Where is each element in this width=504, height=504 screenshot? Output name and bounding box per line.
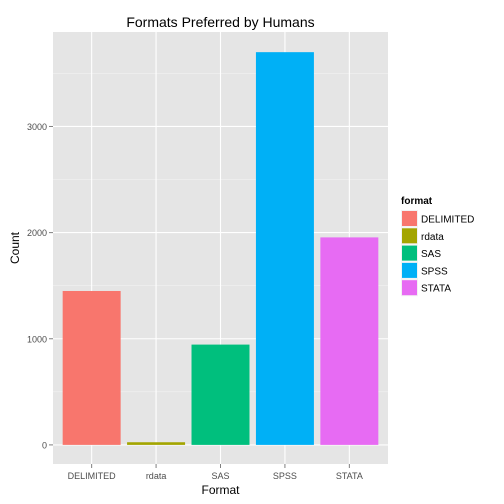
x-tick-label: STATA bbox=[336, 471, 363, 481]
x-axis-label: Format bbox=[201, 483, 240, 497]
legend-swatch bbox=[402, 245, 417, 261]
y-tick-label: 1000 bbox=[27, 334, 47, 344]
legend-label: SPSS bbox=[421, 266, 448, 277]
x-tick-label: SPSS bbox=[273, 471, 297, 481]
legend-swatch bbox=[402, 211, 417, 226]
legend-label: rdata bbox=[421, 232, 444, 243]
bars bbox=[62, 52, 379, 445]
y-tick-label: 0 bbox=[42, 440, 47, 450]
legend-label: DELIMITED bbox=[421, 215, 474, 226]
bar-stata bbox=[320, 237, 379, 445]
bar-spss bbox=[255, 52, 314, 445]
y-tick-label: 2000 bbox=[27, 228, 47, 238]
legend-swatch bbox=[402, 228, 417, 244]
bar-rdata bbox=[127, 442, 186, 445]
y-axis-label: Count bbox=[8, 231, 22, 264]
x-tick-label: rdata bbox=[146, 471, 167, 481]
x-tick-label: DELIMITED bbox=[68, 471, 117, 481]
chart-title: Formats Preferred by Humans bbox=[126, 14, 314, 30]
legend-label: SAS bbox=[421, 249, 441, 260]
axis-ticks: 0 1000 2000 3000 DELIMITED rdata SAS SPSS STATA bbox=[27, 122, 363, 481]
x-tick-label: SAS bbox=[211, 471, 229, 481]
bar-delimited bbox=[62, 290, 121, 445]
y-tick-label: 3000 bbox=[27, 122, 47, 132]
legend-title: format bbox=[401, 196, 433, 207]
legend-label: STATA bbox=[421, 284, 451, 295]
legend-swatch bbox=[402, 262, 417, 278]
bar-sas bbox=[191, 344, 250, 445]
legend: format DELIMITED rdata SAS SPSS STATA bbox=[401, 196, 474, 297]
legend-swatch bbox=[402, 280, 417, 296]
